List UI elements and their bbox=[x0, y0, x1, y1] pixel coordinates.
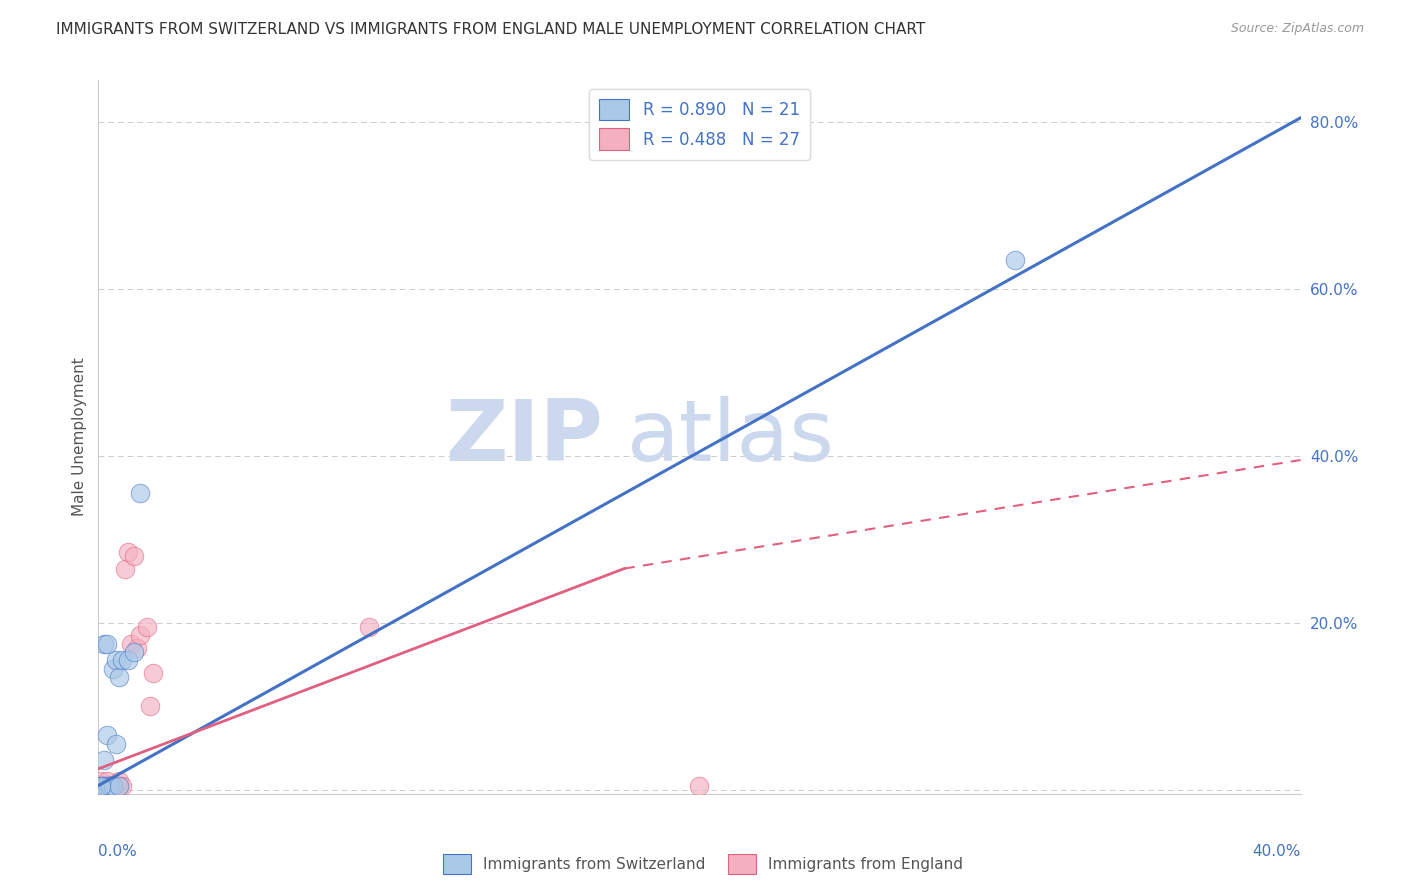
Legend: Immigrants from Switzerland, Immigrants from England: Immigrants from Switzerland, Immigrants … bbox=[437, 848, 969, 880]
Point bbox=[141, 665, 163, 680]
Point bbox=[96, 779, 118, 793]
Point bbox=[90, 779, 112, 793]
Point bbox=[111, 779, 134, 793]
Legend: R = 0.890   N = 21, R = 0.488   N = 27: R = 0.890 N = 21, R = 0.488 N = 27 bbox=[589, 88, 810, 160]
Point bbox=[127, 640, 149, 655]
Point bbox=[138, 699, 160, 714]
Point bbox=[96, 779, 118, 793]
Point bbox=[90, 779, 112, 793]
Text: Source: ZipAtlas.com: Source: ZipAtlas.com bbox=[1230, 22, 1364, 36]
Point bbox=[93, 754, 115, 768]
Point bbox=[93, 779, 115, 793]
Text: ZIP: ZIP bbox=[446, 395, 603, 479]
Point bbox=[96, 774, 118, 789]
Point bbox=[124, 549, 146, 563]
Point bbox=[105, 737, 128, 751]
Text: 0.0%: 0.0% bbox=[98, 844, 138, 859]
Point bbox=[96, 729, 118, 743]
Point bbox=[108, 779, 131, 793]
Point bbox=[129, 486, 152, 500]
Point bbox=[103, 779, 125, 793]
Point bbox=[93, 637, 115, 651]
Point bbox=[90, 779, 112, 793]
Point bbox=[105, 779, 128, 793]
Point bbox=[103, 779, 125, 793]
Point bbox=[117, 653, 139, 667]
Point bbox=[1004, 252, 1026, 267]
Point bbox=[93, 779, 115, 793]
Point bbox=[357, 620, 380, 634]
Point bbox=[121, 637, 143, 651]
Point bbox=[689, 779, 711, 793]
Point bbox=[108, 774, 131, 789]
Point bbox=[105, 653, 128, 667]
Point bbox=[90, 779, 112, 793]
Point bbox=[135, 620, 157, 634]
Point bbox=[108, 670, 131, 684]
Point bbox=[103, 662, 125, 676]
Point bbox=[129, 628, 152, 642]
Point bbox=[105, 779, 128, 793]
Point bbox=[111, 653, 134, 667]
Point bbox=[90, 774, 112, 789]
Y-axis label: Male Unemployment: Male Unemployment bbox=[72, 358, 87, 516]
Point bbox=[96, 637, 118, 651]
Point bbox=[124, 645, 146, 659]
Point bbox=[93, 779, 115, 793]
Point bbox=[100, 779, 122, 793]
Text: IMMIGRANTS FROM SWITZERLAND VS IMMIGRANTS FROM ENGLAND MALE UNEMPLOYMENT CORRELA: IMMIGRANTS FROM SWITZERLAND VS IMMIGRANT… bbox=[56, 22, 925, 37]
Point bbox=[114, 561, 136, 575]
Point bbox=[100, 779, 122, 793]
Text: atlas: atlas bbox=[627, 395, 835, 479]
Text: 40.0%: 40.0% bbox=[1253, 844, 1301, 859]
Point bbox=[100, 779, 122, 793]
Point bbox=[103, 779, 125, 793]
Point bbox=[100, 779, 122, 793]
Point bbox=[117, 545, 139, 559]
Point bbox=[108, 779, 131, 793]
